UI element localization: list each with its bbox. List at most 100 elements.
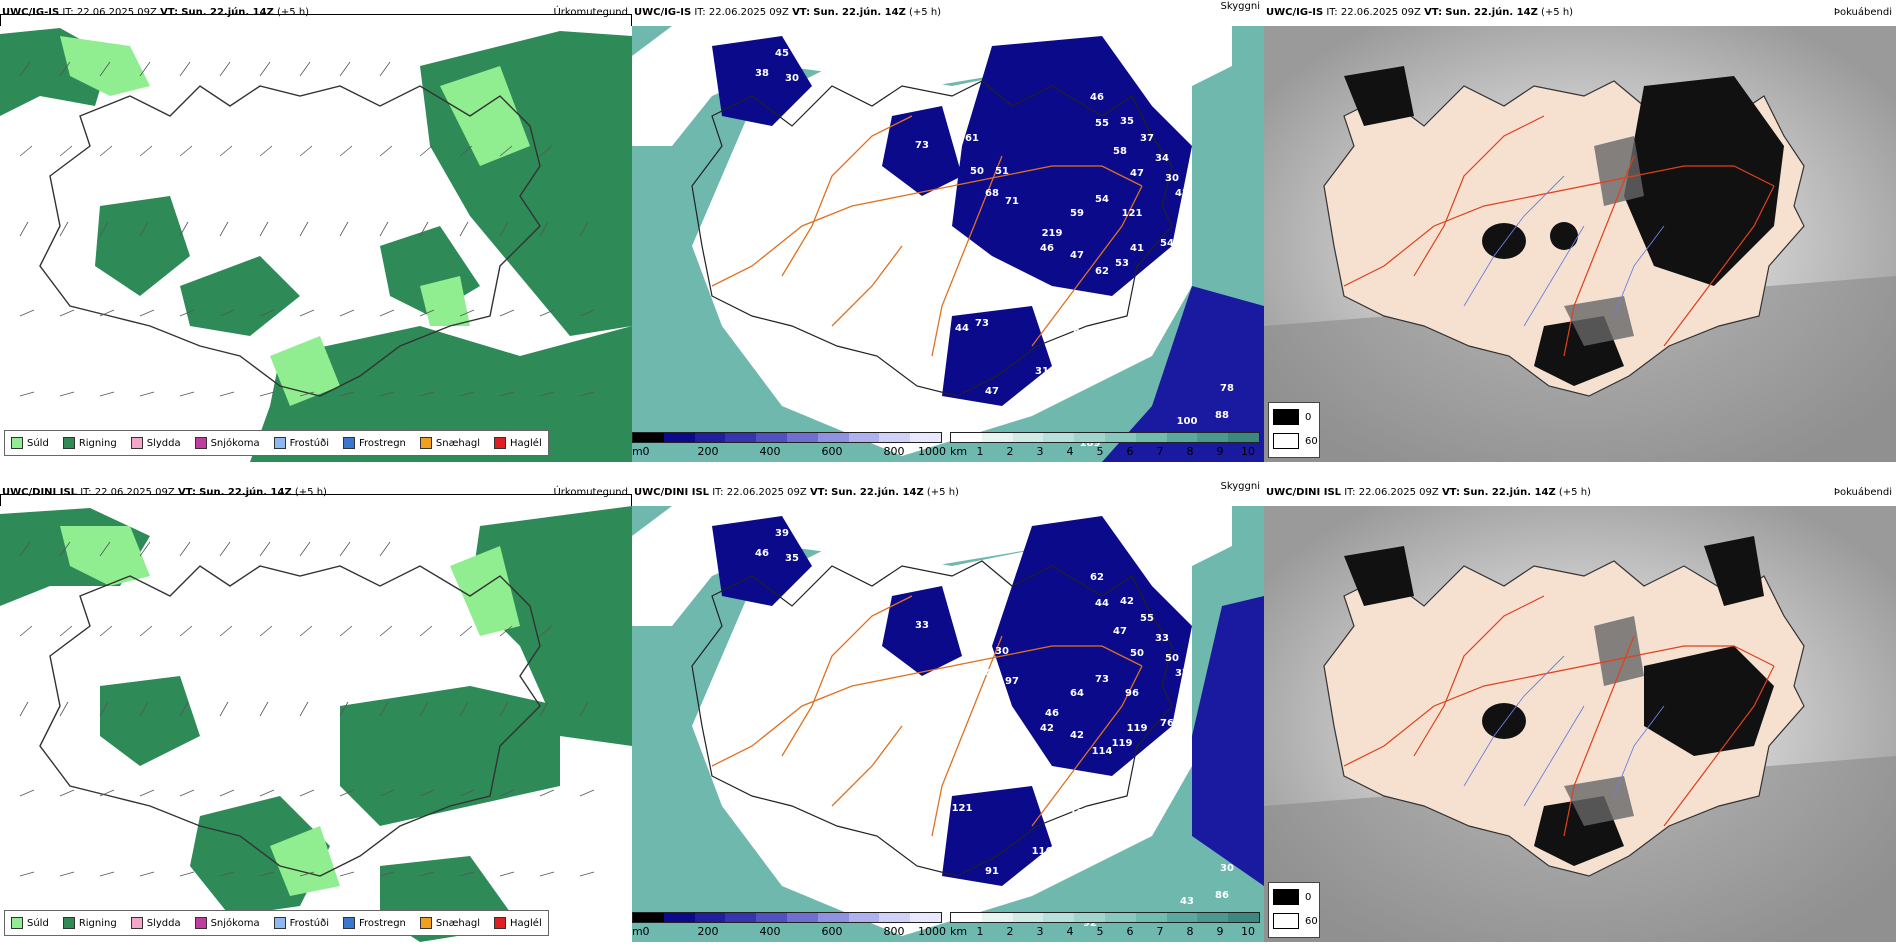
panel-title: Þokuábendi	[1833, 487, 1892, 498]
legend-item: Snjókoma	[194, 437, 260, 449]
cloud-base-value: 219	[1042, 228, 1063, 239]
visibility-scale-ticks: km 1 2 3 4 5 6 7 8 9 10	[950, 445, 1260, 459]
tick-label: 600	[821, 925, 843, 938]
cloud-base-value: 43	[1180, 896, 1194, 907]
visibility-scale-unit: km	[950, 445, 968, 458]
tick-label: 4	[1066, 445, 1074, 458]
it-label: IT:	[80, 487, 92, 498]
cloud-value-labels: 45 38 30 44 46 54 55 35 37 58 34 30 47 42 73 61 50 51 68 71…	[755, 48, 1234, 449]
panel-header: UWC/IG-IS IT: 22.06.2025 09Z VT: Sun. 22…	[632, 0, 1264, 26]
cloud-base-value: 73	[915, 140, 929, 151]
cloud-base-value: 73	[1095, 674, 1109, 685]
cloud-base-scale: m 0 200 400 600 800 1000	[632, 432, 946, 460]
lead-time: (+5 h)	[277, 7, 310, 18]
panel-title: Skyggni	[1220, 481, 1260, 492]
cloud-base-value: 50	[970, 166, 984, 177]
legend-item: Frostúði	[273, 437, 329, 449]
legend-item: Frostregn	[343, 917, 406, 929]
cloud-base-value: 39	[775, 528, 789, 539]
it-value: 22.06.2025 09Z	[726, 487, 807, 498]
fog-legend-high: 60	[1305, 915, 1318, 927]
cloud-base-value: 37	[1175, 668, 1189, 679]
panel-header: UWC/DINI ISL IT: 22.06.2025 09Z VT: Sun.…	[632, 480, 1264, 506]
it-value: 22.06.2025 09Z	[708, 7, 789, 18]
cloud-base-value: 33	[1155, 633, 1169, 644]
precip-map-svg	[0, 26, 632, 462]
cloud-base-value: 86	[1215, 890, 1229, 901]
cloud-base-value: 189	[1080, 438, 1101, 449]
cloud-visibility-map: 45 38 30 44 46 54 55 35 37 58 34 30 47 42 73 61 50 51 68 71…	[632, 26, 1264, 462]
legend-item: Haglél	[494, 917, 542, 929]
tick-label: 800	[883, 925, 905, 938]
legend-label: Snjókoma	[210, 437, 260, 449]
cloud-base-value: 119	[1112, 738, 1133, 749]
cloud-base-value: 47	[1130, 168, 1144, 179]
fog-legend-item: 60	[1273, 433, 1318, 449]
lead-time: (+5 h)	[909, 7, 942, 18]
legend-label: Frostregn	[359, 437, 406, 449]
panel-header: UWC/IG-IS IT: 22.06.2025 09Z VT: Sun. 22…	[0, 0, 632, 26]
legend-item: Snæhagl	[419, 437, 480, 449]
model-name: UWC/DINI ISL	[634, 487, 710, 498]
precip-map: Súld Rigning Slydda Snjókoma Frostúði Fr…	[0, 506, 632, 942]
cloud-base-value: 97	[1005, 676, 1019, 687]
tick-label: 600	[821, 445, 843, 458]
legend-swatch	[62, 437, 75, 449]
legend-label: Súld	[27, 437, 49, 449]
tick-label: 400	[759, 925, 781, 938]
legend-swatch	[130, 917, 143, 929]
cloud-base-value: 53	[1115, 258, 1129, 269]
legend-swatch	[273, 917, 286, 929]
legend-swatch	[11, 437, 23, 449]
cloud-scale-unit: m	[632, 445, 643, 458]
legend-item: Slydda	[130, 917, 181, 929]
panel-header: UWC/DINI ISL IT: 22.06.2025 09Z VT: Sun.…	[1264, 480, 1896, 506]
legend-item: Snjókoma	[194, 917, 260, 929]
cloud-base-value: 51	[995, 166, 1009, 177]
legend-item: Frostúði	[273, 917, 329, 929]
cloud-base-value: 121	[952, 803, 973, 814]
cloud-base-value: 54	[1170, 70, 1184, 81]
legend-item: Haglél	[494, 437, 542, 449]
cloud-base-value: 45	[775, 48, 789, 59]
cloud-base-value: 55	[1140, 613, 1154, 624]
tick-label: 7	[1156, 445, 1164, 458]
panel-title: Skyggni	[1220, 1, 1260, 12]
cloud-base-value: 34	[1115, 798, 1129, 809]
legend-label: Haglél	[510, 917, 542, 929]
fog-legend-item: 60	[1273, 913, 1318, 929]
fog-legend-low: 0	[1305, 891, 1312, 903]
legend-swatch	[194, 437, 207, 449]
cloud-base-value: 37	[1140, 133, 1154, 144]
tick-label: 9	[1216, 925, 1224, 938]
cloud-base-value: 44	[1095, 598, 1109, 609]
model-name: UWC/DINI ISL	[2, 487, 78, 498]
tick-label: 1000	[918, 925, 946, 938]
vt-value: Sun. 22.jún. 14Z	[831, 487, 924, 498]
cloud-base-value: 42	[1120, 596, 1134, 607]
cloud-base-value: 73	[975, 318, 989, 329]
vt-label: VT:	[1424, 7, 1443, 18]
cloud-base-value: 33	[970, 646, 984, 657]
cloud-base-value: 71	[1005, 196, 1019, 207]
cloud-base-value: 54	[1160, 238, 1174, 249]
panel-title: Úrkomutegund	[553, 487, 628, 498]
cloud-base-value: 91	[985, 866, 999, 877]
cloud-base-value: 35	[1120, 116, 1134, 127]
precip-panel-row1: UWC/IG-IS IT: 22.06.2025 09Z VT: Sun. 22…	[0, 0, 632, 462]
fog-map-svg	[1264, 506, 1896, 942]
model-name: UWC/IG-IS	[634, 7, 692, 18]
fog-indicator-map: 0 60	[1264, 26, 1896, 462]
lead-time: (+5 h)	[926, 487, 959, 498]
tick-label: 1000	[918, 445, 946, 458]
legend-item: Snæhagl	[419, 917, 480, 929]
it-value: 22.06.2025 09Z	[76, 7, 157, 18]
legend-swatch	[419, 917, 432, 929]
cloud-base-value: 119	[1127, 723, 1148, 734]
cloud-base-value: 121	[1122, 208, 1143, 219]
it-value: 22.06.2025 09Z	[1340, 7, 1421, 18]
cloud-base-value: 96	[1125, 688, 1139, 699]
legend-swatch	[494, 437, 507, 449]
